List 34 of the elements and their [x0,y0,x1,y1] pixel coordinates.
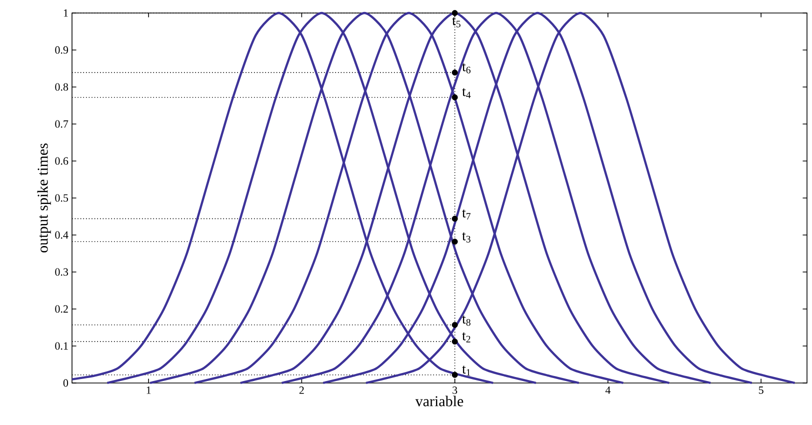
annotation: t$_{3}$ [462,232,470,242]
point [452,10,458,16]
x-tick-label: 1 [146,386,151,394]
x-tick-label: 5 [758,386,764,394]
point [452,70,458,76]
point [452,216,458,222]
y-tick-label: 0.3 [55,268,68,276]
y-axis-title: output spike times [37,144,51,252]
y-tick-label: 0.9 [55,46,68,54]
x-axis-title: variable [415,396,464,406]
point [452,94,458,100]
x-tick-label: 4 [605,386,611,394]
annotation: t$_{1}$ [462,366,470,376]
y-tick-label: 0 [63,379,68,387]
annotation: t$_{8}$ [462,316,470,326]
point [452,322,458,328]
annotation: t$_{6}$ [462,63,471,74]
y-tick-label: 0.1 [55,342,68,350]
point [452,372,458,378]
annotation: t$_{2}$ [462,332,470,342]
annotation: t$_{5}$ [452,17,460,28]
y-tick-label: 0.6 [55,157,68,165]
y-tick-label: 0.2 [55,305,68,313]
point [452,238,458,245]
y-tick-label: 0.4 [55,231,68,239]
y-tick-label: 0.7 [55,120,68,128]
y-tick-label: 0.8 [55,83,68,91]
x-tick-label: 2 [299,386,304,394]
point [452,338,458,345]
y-tick-label: 1 [64,9,68,17]
annotation: t$_{7}$ [462,209,471,220]
y-tick-label: 0.5 [55,194,68,202]
annotation: t$_{4}$ [462,88,471,98]
x-tick-label: 3 [452,386,458,394]
